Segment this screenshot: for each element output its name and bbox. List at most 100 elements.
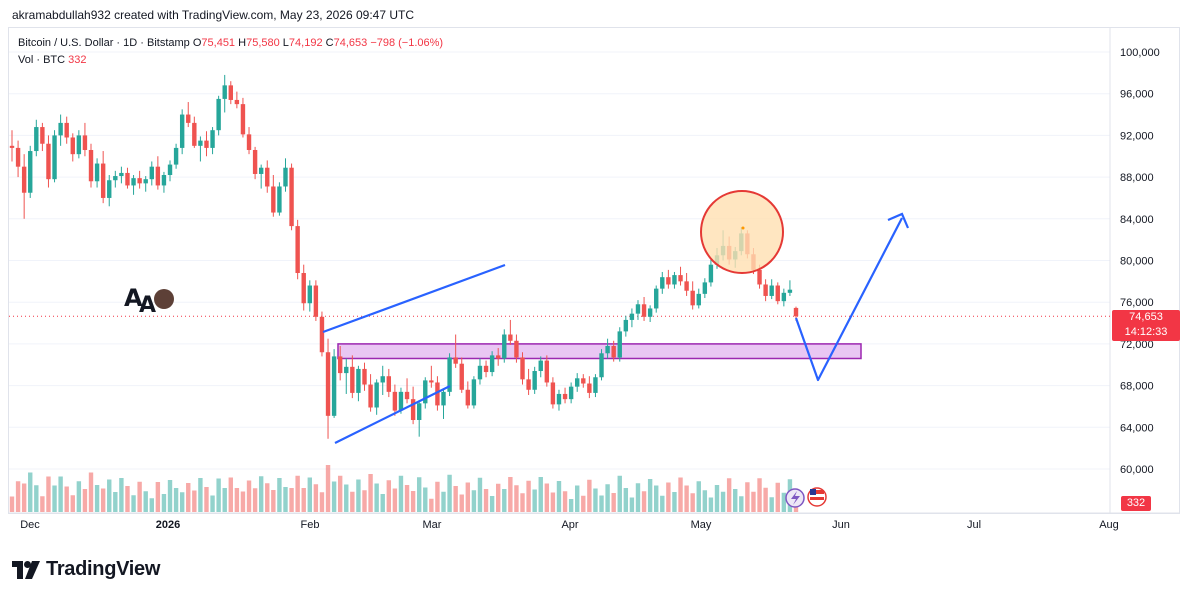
candle-body	[173, 147, 179, 165]
highlight-circle	[700, 190, 784, 274]
candle-body	[374, 382, 379, 408]
volume-bar	[465, 482, 471, 512]
legend: Bitcoin / U.S. Dollar · 1D · Bitstamp O7…	[18, 35, 443, 69]
volume-bar	[82, 489, 88, 512]
candle-body	[465, 389, 471, 406]
candle-body	[526, 379, 531, 390]
volume-bar	[751, 491, 756, 512]
volume-bar	[149, 498, 154, 512]
volume-bar	[70, 495, 75, 512]
candle-body	[514, 340, 519, 358]
candle-body	[635, 304, 641, 314]
y-tick-label: 76,000	[1120, 297, 1154, 309]
volume-bar	[204, 487, 209, 512]
volume-bar	[702, 490, 708, 512]
volume-bar	[739, 496, 744, 512]
volume-bar	[46, 476, 51, 512]
x-tick-label: 2026	[156, 519, 180, 531]
close-value: 74,653	[333, 37, 368, 49]
tradingview-footer: TradingView	[12, 558, 160, 581]
volume-label[interactable]: Vol · BTC	[18, 54, 66, 66]
candle-body	[198, 140, 203, 146]
candle-body	[186, 114, 191, 123]
candle-body	[593, 377, 598, 393]
candle-body	[416, 403, 422, 421]
volume-bar	[186, 483, 191, 512]
volume-bar	[714, 485, 720, 512]
candle-body	[775, 285, 780, 302]
volume-bar	[58, 476, 63, 512]
candle-body	[666, 277, 671, 285]
candle-body	[119, 172, 124, 177]
candle-body	[82, 135, 88, 150]
candle-body	[398, 391, 404, 411]
change-value: −798 (−1.06%)	[370, 37, 444, 49]
candle-body	[660, 277, 665, 289]
y-tick-label: 96,000	[1120, 89, 1154, 101]
volume-bar	[666, 482, 671, 512]
avatar-face-icon	[154, 289, 174, 309]
volume-bar	[228, 477, 233, 512]
legend-volume-row: Vol · BTC 332	[18, 52, 443, 69]
candle-body	[234, 99, 240, 105]
trendline-lower	[334, 385, 451, 444]
candle-body	[489, 355, 495, 373]
volume-bar	[568, 499, 574, 512]
candle-body	[301, 273, 306, 304]
candle-body	[143, 179, 148, 184]
high-value: 75,580	[246, 37, 280, 49]
candle-body	[568, 386, 574, 400]
volume-bar	[720, 491, 726, 512]
candle-body	[46, 143, 51, 180]
volume-bar	[28, 472, 33, 512]
trendline-upper	[322, 263, 506, 334]
volume-bar	[708, 497, 714, 512]
volume-tag: 332	[1121, 496, 1151, 511]
close-label: C	[325, 37, 334, 49]
candle-body	[708, 264, 714, 283]
candle-body	[605, 345, 610, 354]
us-flag-stripe-icon	[810, 497, 824, 500]
volume-bar	[587, 479, 592, 512]
volume-bar	[325, 465, 331, 512]
candle-body	[113, 176, 118, 181]
candle-body	[350, 366, 355, 393]
volume-bar	[246, 480, 252, 512]
x-tick-label: Jul	[967, 519, 981, 531]
candle-body	[137, 178, 142, 184]
volume-bar	[119, 478, 124, 512]
candle-body	[562, 393, 568, 400]
symbol-label[interactable]: Bitcoin / U.S. Dollar · 1D · Bitstamp	[18, 37, 190, 49]
volume-bar	[125, 486, 130, 512]
y-tick-label: 68,000	[1120, 381, 1154, 393]
candle-body	[386, 376, 392, 392]
candle-body	[70, 137, 75, 155]
candle-body	[15, 147, 21, 167]
volume-bar	[684, 485, 689, 512]
candle-body	[161, 175, 167, 186]
volume-bar	[781, 492, 787, 512]
volume-bar	[113, 492, 118, 512]
candle-body	[769, 285, 774, 296]
volume-bar	[337, 475, 343, 512]
volume-bar	[380, 494, 385, 512]
candle-body	[179, 114, 185, 148]
volume-bar	[167, 480, 173, 512]
projection-path	[794, 217, 903, 382]
candle-body	[9, 145, 15, 148]
candle-body	[149, 166, 154, 180]
candle-body	[793, 307, 799, 317]
candle-body	[423, 380, 428, 404]
volume-bar	[277, 478, 282, 512]
volume-bar	[483, 489, 489, 512]
volume-bar	[556, 481, 562, 512]
volume-bar	[131, 495, 136, 512]
volume-bar	[222, 488, 227, 512]
volume-bar	[313, 484, 319, 512]
candle-body	[265, 167, 270, 187]
avatar-logo-icon: A	[124, 284, 143, 312]
volume-bar	[441, 491, 446, 512]
candle-body	[684, 281, 689, 291]
x-tick-label: Mar	[423, 519, 442, 531]
